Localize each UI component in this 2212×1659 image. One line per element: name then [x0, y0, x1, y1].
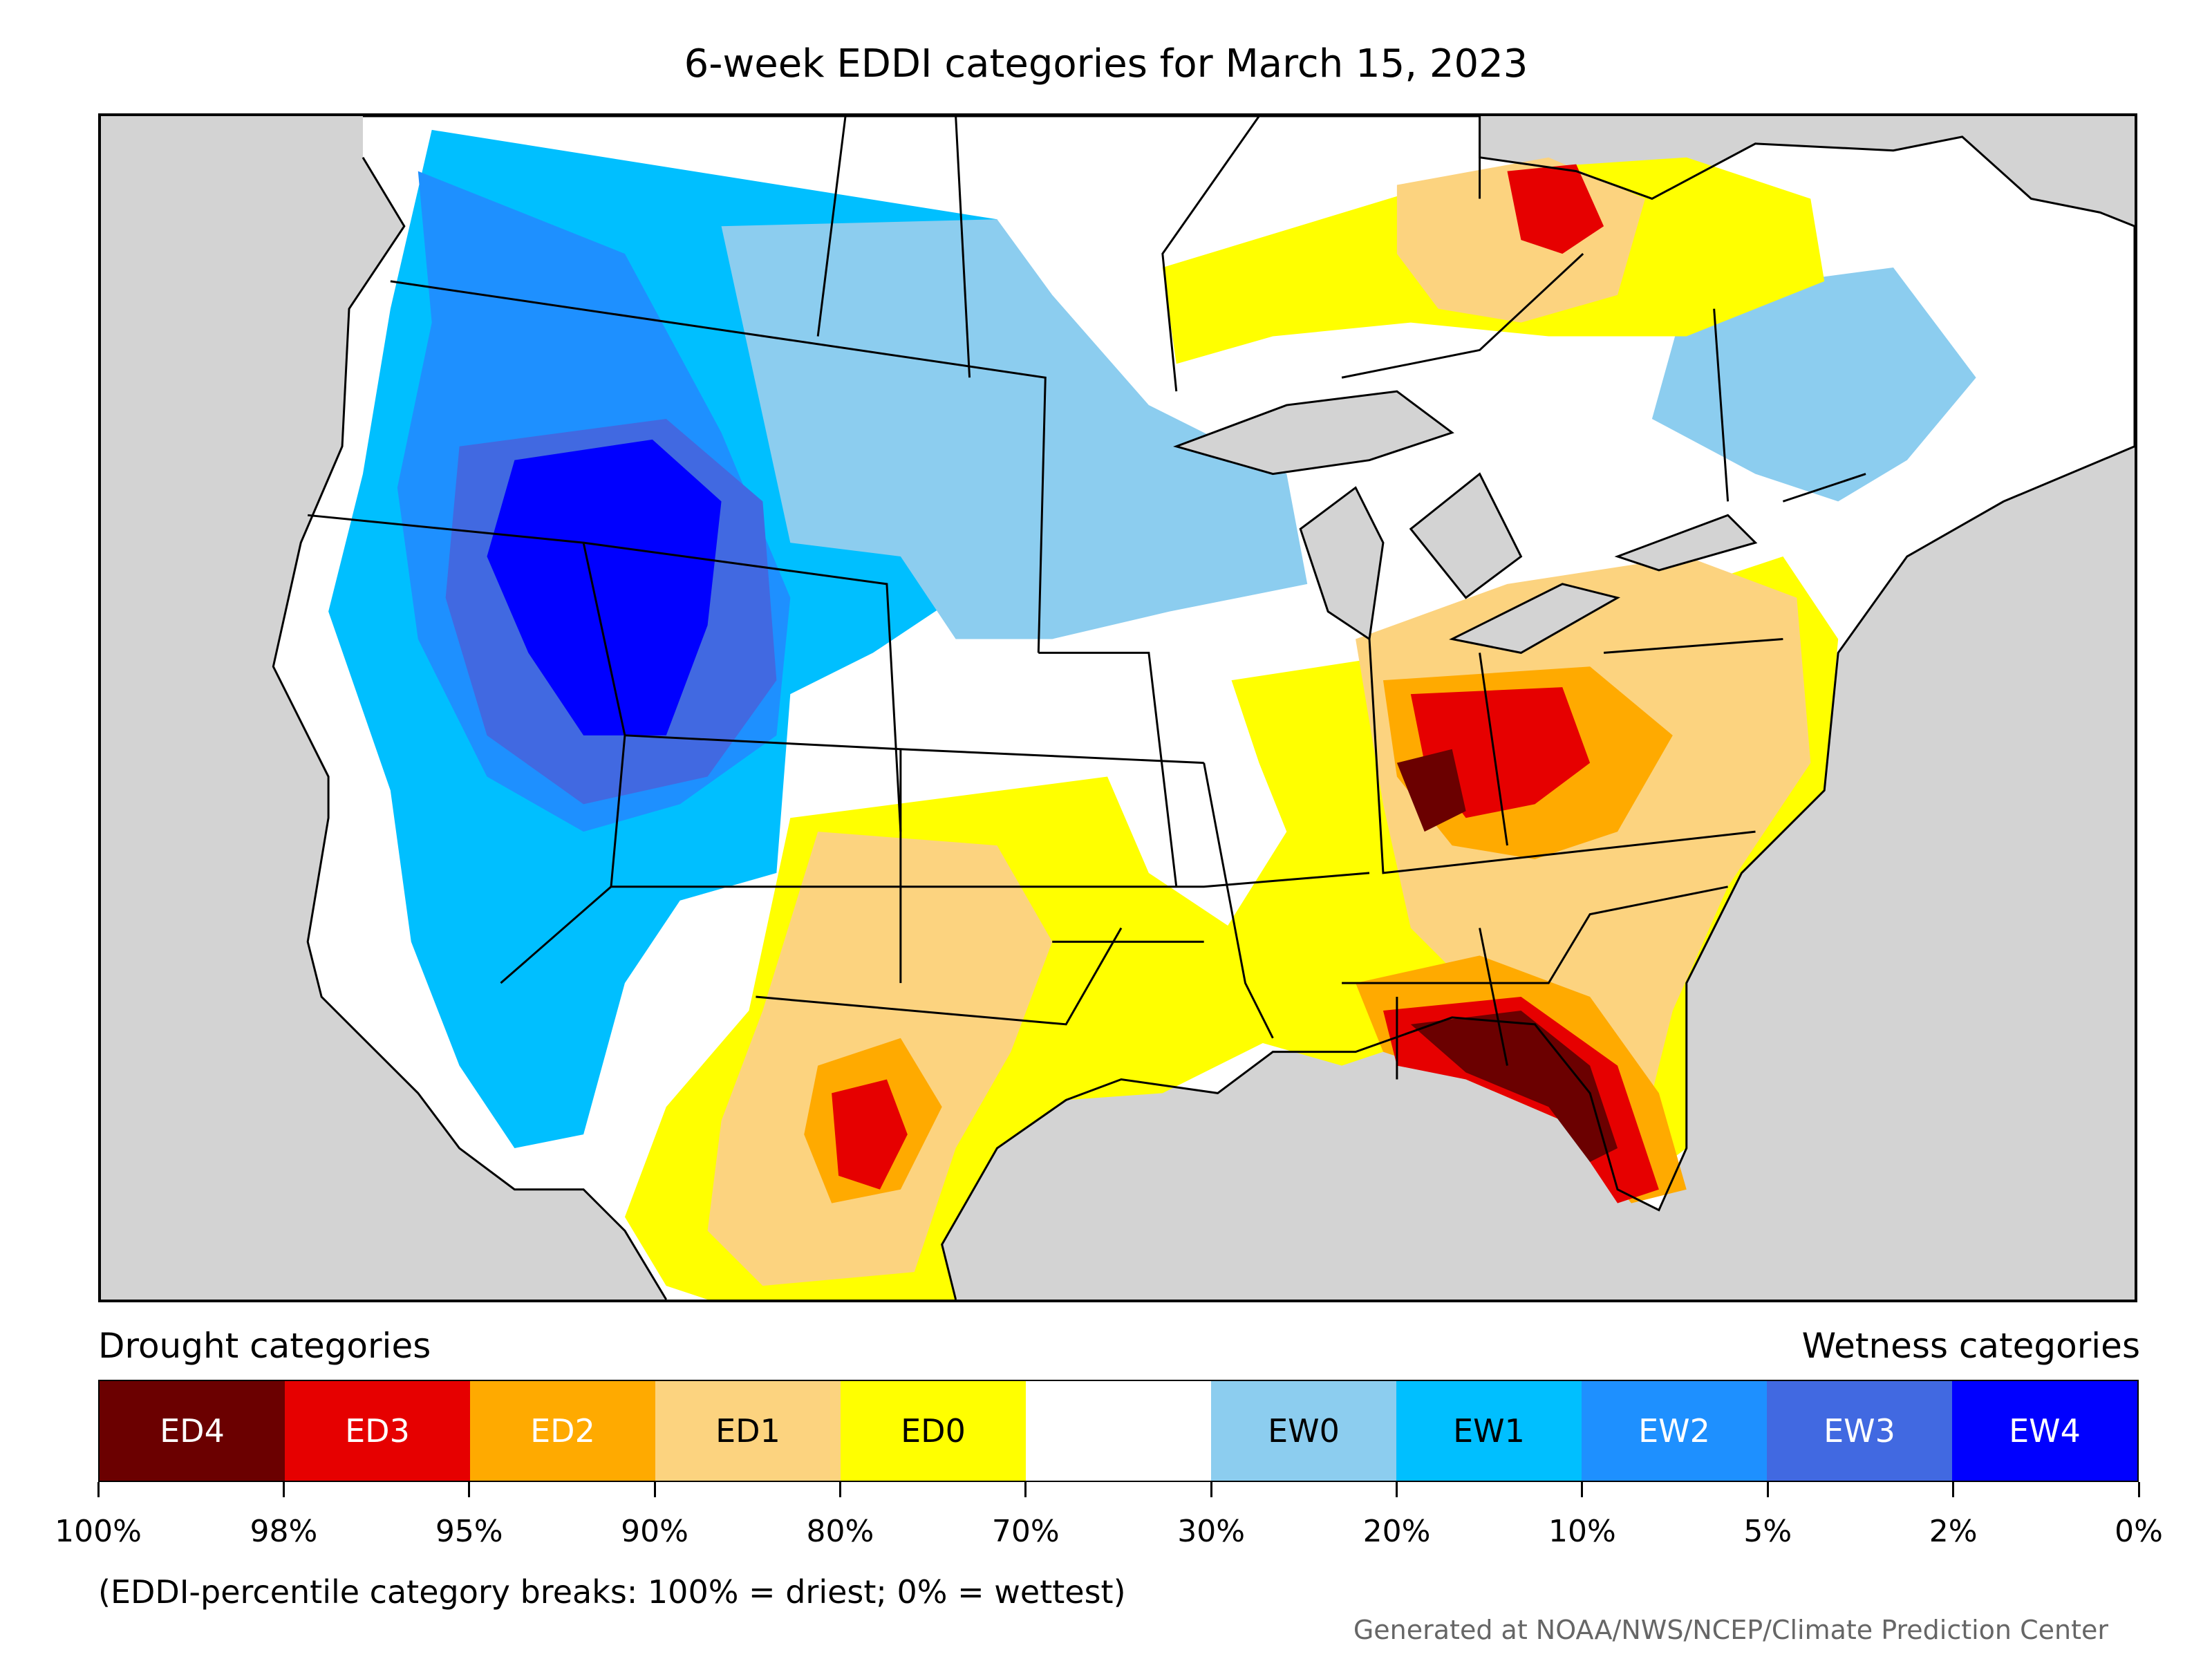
- legend-tick-label: 20%: [1362, 1514, 1431, 1549]
- map-title: 6-week EDDI categories for March 15, 202…: [684, 41, 1528, 86]
- legend-tick: [1024, 1482, 1027, 1497]
- legend-tick: [282, 1482, 285, 1497]
- ed4-kentucky: [1396, 749, 1466, 832]
- legend-tick: [2137, 1482, 2140, 1497]
- legend-box-ed3: ED3: [285, 1381, 470, 1481]
- legend-box-ew0: EW0: [1211, 1381, 1396, 1481]
- legend-box-neutral: [1026, 1381, 1211, 1481]
- legend-tick: [468, 1482, 471, 1497]
- legend-tick-label: 30%: [1177, 1514, 1246, 1549]
- credit-text: Generated at NOAA/NWS/NCEP/Climate Predi…: [1353, 1615, 2108, 1645]
- legend-tick-label: 10%: [1548, 1514, 1616, 1549]
- eddi-map-svg: [272, 116, 2135, 1300]
- legend-tick: [838, 1482, 841, 1497]
- legend-tick-label: 100%: [55, 1514, 142, 1549]
- ed3-texas: [832, 1079, 908, 1190]
- legend-tick: [97, 1482, 100, 1497]
- legend-box-ew2: EW2: [1582, 1381, 1767, 1481]
- legend-box-ew1: EW1: [1396, 1381, 1582, 1481]
- eddi-map: [98, 113, 2137, 1302]
- wetness-caption: Wetness categories: [1801, 1326, 2140, 1366]
- legend-ticks: [97, 1482, 2140, 1503]
- legend-tick: [1952, 1482, 1955, 1497]
- legend-tick-label: 70%: [991, 1514, 1060, 1549]
- category-note: (EDDI-percentile category breaks: 100% =…: [98, 1573, 1126, 1611]
- legend-tick: [1766, 1482, 1769, 1497]
- legend-tick-label: 95%: [435, 1514, 503, 1549]
- legend-tick-label: 2%: [1929, 1514, 1978, 1549]
- ew1-east: [1651, 267, 1976, 502]
- legend-tick: [1396, 1482, 1398, 1497]
- legend-tick-label: 0%: [2115, 1514, 2163, 1549]
- state-boundaries: [308, 116, 1866, 1080]
- category-legend: ED4 ED3 ED2 ED1 ED0 EW0 EW1 EW2 EW3 EW4: [98, 1380, 2139, 1482]
- legend-box-ed1: ED1: [655, 1381, 841, 1481]
- ed4-florida: [1410, 1010, 1618, 1162]
- legend-box-ew3: EW3: [1767, 1381, 1952, 1481]
- legend-tick-label: 80%: [806, 1514, 874, 1549]
- legend-box-ed2: ED2: [470, 1381, 655, 1481]
- drought-caption: Drought categories: [98, 1326, 431, 1366]
- ew0-north: [721, 219, 1308, 639]
- legend-tick: [1581, 1482, 1584, 1497]
- legend-box-ed0: ED0: [841, 1381, 1026, 1481]
- legend-tick: [653, 1482, 656, 1497]
- ed3-ontario: [1507, 164, 1604, 254]
- legend-box-ew4: EW4: [1952, 1381, 2137, 1481]
- coastline: [272, 116, 2135, 1300]
- legend-tick-label: 5%: [1743, 1514, 1792, 1549]
- great-lakes: [1172, 390, 1758, 654]
- legend-box-ed4: ED4: [100, 1381, 285, 1481]
- legend-tick-label: 98%: [250, 1514, 318, 1549]
- legend-tick-label: 90%: [621, 1514, 688, 1549]
- ew4-basin: [487, 439, 722, 735]
- legend-tick: [1210, 1482, 1212, 1497]
